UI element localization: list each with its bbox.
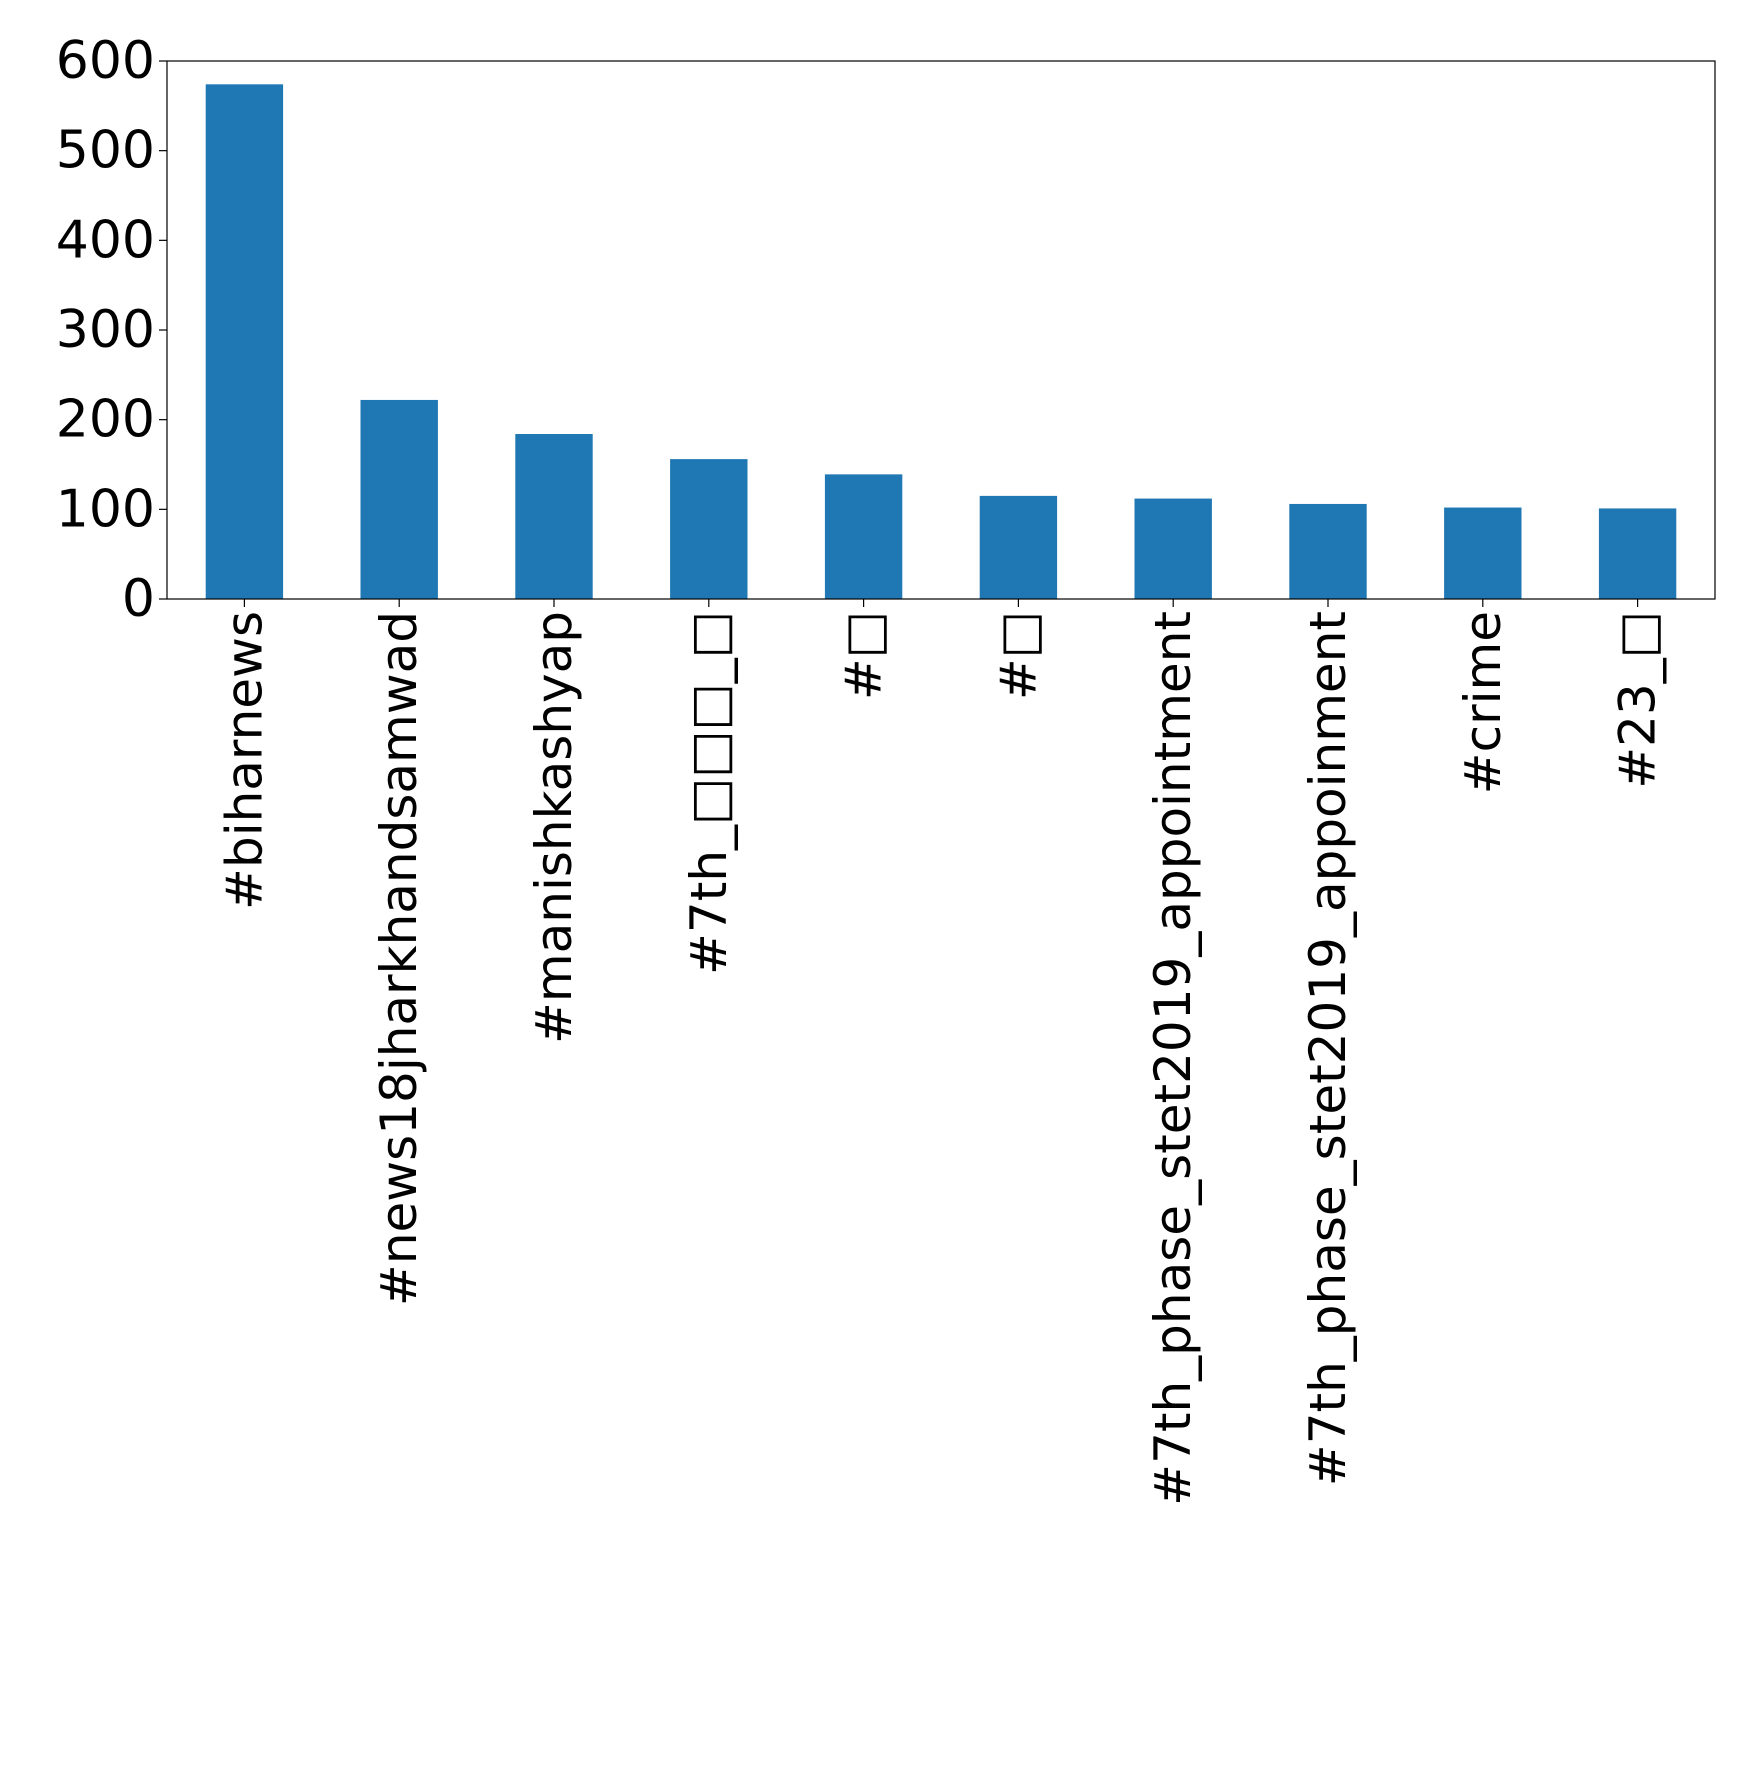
y-tick-label: 400 [56,210,155,270]
y-tick-label: 500 [56,121,155,181]
x-tick-label: #biharnews [215,611,273,910]
bars-group [205,84,1677,599]
x-tick-label: #23_□ [1609,611,1667,789]
x-axis: #biharnews #news18jharkhandsamwad #manishk… [215,599,1667,1506]
x-tick-label: #7th_phase_stet2019_appoinment [1299,611,1357,1486]
bar [670,459,748,599]
y-tick-label: 0 [122,569,155,629]
bar [1134,498,1212,599]
bar [824,474,903,599]
y-tick-label: 100 [56,479,155,539]
bar [979,495,1058,599]
y-tick-label: 600 [56,31,155,91]
y-tick-label: 300 [56,300,155,360]
bar [1598,508,1677,599]
bar [360,399,438,599]
bar [515,434,593,599]
x-tick-label: #□ [835,611,893,700]
y-axis: 0 100 200 300 400 500 600 [56,31,167,629]
y-tick-label: 200 [56,390,155,450]
bar [1444,507,1522,599]
x-tick-label: #news18jharkhandsamwad [370,611,428,1306]
x-tick-label: #manishkashyap [525,611,583,1044]
x-tick-label: #7th_□□□_□ [680,611,738,975]
bar [205,84,284,599]
x-tick-label: #□ [989,611,1047,700]
x-tick-label: #crime [1454,611,1512,794]
bar [1289,503,1367,599]
x-tick-label: #7th_phase_stet2019_appointment [1144,611,1202,1506]
